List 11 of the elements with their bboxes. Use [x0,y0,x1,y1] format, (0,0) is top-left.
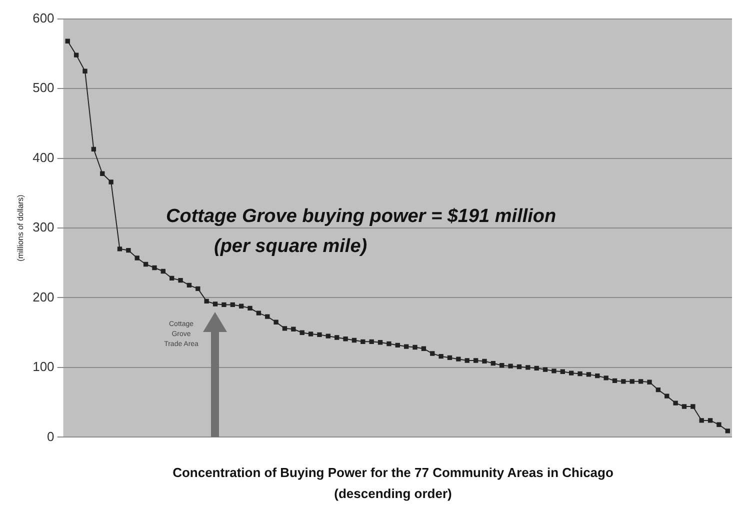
y-tick-label: 600 [32,10,54,26]
annotation: (per square mile) [214,236,368,258]
y-tick-label: 0 [47,428,54,444]
x-axis-title: Concentration of Buying Power for the 77 Community Areas in Chicago (descending order) [172,464,614,503]
y-tick-label: 500 [32,80,54,96]
y-tick-label: 100 [32,359,54,374]
y-tick-label: 200 [32,289,54,304]
y-tick-label: 300 [32,220,54,235]
y-axis-title: (millions of dollars) [16,194,26,262]
annotation: Cottage Grove buying power = $191 million [166,206,556,228]
y-tick-label: 400 [32,150,54,165]
